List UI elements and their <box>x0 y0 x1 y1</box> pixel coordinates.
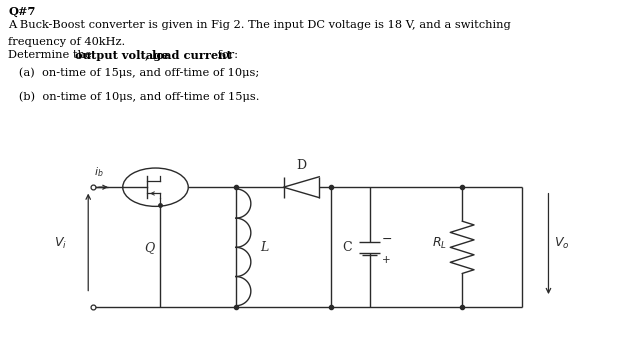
Text: (b)  on-time of 10μs, and off-time of 15μs.: (b) on-time of 10μs, and off-time of 15μ… <box>9 91 260 102</box>
Text: for:: for: <box>214 50 238 60</box>
Text: D: D <box>297 159 307 172</box>
Text: $V_i$: $V_i$ <box>54 236 67 251</box>
Text: Determine the: Determine the <box>9 50 96 60</box>
Text: output voltage: output voltage <box>75 50 169 61</box>
Text: Q#7: Q#7 <box>9 6 36 17</box>
Text: $i_b$: $i_b$ <box>94 166 104 180</box>
Text: Q: Q <box>145 241 155 254</box>
Text: ,: , <box>145 50 153 60</box>
Text: frequency of 40kHz.: frequency of 40kHz. <box>9 37 126 47</box>
Text: −: − <box>381 233 392 246</box>
Text: (a)  on-time of 15μs, and off-time of 10μs;: (a) on-time of 15μs, and off-time of 10μ… <box>9 68 260 78</box>
Text: C: C <box>343 241 352 254</box>
Text: +: + <box>382 254 391 265</box>
Text: A Buck-Boost converter is given in Fig 2. The input DC voltage is 18 V, and a sw: A Buck-Boost converter is given in Fig 2… <box>9 20 511 30</box>
Text: $V_o$: $V_o$ <box>554 236 570 251</box>
Text: L: L <box>260 241 268 254</box>
Text: $R_L$: $R_L$ <box>432 236 447 251</box>
Text: load current: load current <box>152 50 232 61</box>
